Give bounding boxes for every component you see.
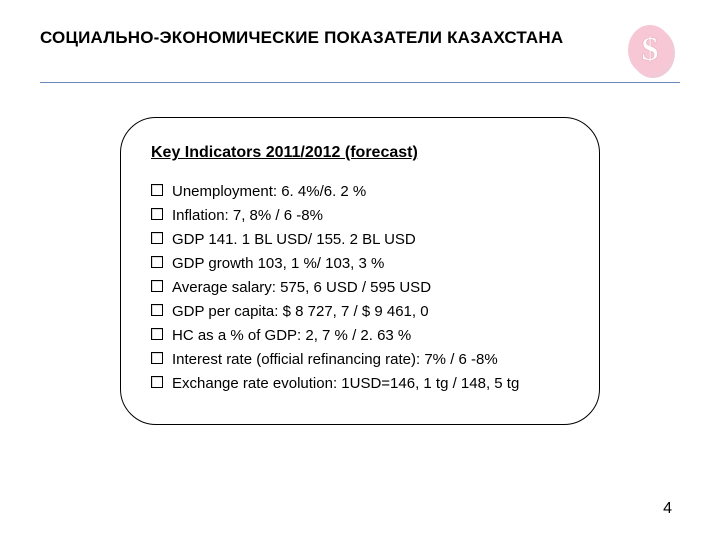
list-item-text: GDP growth 103, 1 %/ 103, 3 % [172,252,384,276]
list-item: HC as a % of GDP: 2, 7 % / 2. 63 % [151,324,575,348]
indicators-box: Key Indicators 2011/2012 (forecast) Unem… [120,117,600,425]
list-item-text: GDP 141. 1 BL USD/ 155. 2 BL USD [172,228,416,252]
square-bullet-icon [151,256,163,268]
page-number: 4 [663,500,672,518]
list-item-text: HC as a % of GDP: 2, 7 % / 2. 63 % [172,324,411,348]
header-divider [40,82,680,83]
header-row: СОЦИАЛЬНО-ЭКОНОМИЧЕСКИЕ ПОКАЗАТЕЛИ КАЗАХ… [40,20,680,82]
list-item: Inflation: 7, 8% / 6 -8% [151,204,575,228]
list-item: Unemployment: 6. 4%/6. 2 % [151,180,575,204]
square-bullet-icon [151,280,163,292]
square-bullet-icon [151,304,163,316]
square-bullet-icon [151,208,163,220]
slide-title: СОЦИАЛЬНО-ЭКОНОМИЧЕСКИЕ ПОКАЗАТЕЛИ КАЗАХ… [40,20,563,48]
square-bullet-icon [151,352,163,364]
square-bullet-icon [151,232,163,244]
list-item-text: Average salary: 575, 6 USD / 595 USD [172,276,431,300]
indicators-list: Unemployment: 6. 4%/6. 2 % Inflation: 7,… [145,180,575,396]
list-item: Interest rate (official refinancing rate… [151,348,575,372]
list-item: Average salary: 575, 6 USD / 595 USD [151,276,575,300]
indicators-heading: Key Indicators 2011/2012 (forecast) [151,144,575,162]
list-item: Exchange rate evolution: 1USD=146, 1 tg … [151,372,575,396]
list-item-text: Interest rate (official refinancing rate… [172,348,498,372]
list-item-text: Inflation: 7, 8% / 6 -8% [172,204,323,228]
list-item-text: GDP per capita: $ 8 727, 7 / $ 9 461, 0 [172,300,429,324]
list-item-text: Unemployment: 6. 4%/6. 2 % [172,180,366,204]
slide-container: СОЦИАЛЬНО-ЭКОНОМИЧЕСКИЕ ПОКАЗАТЕЛИ КАЗАХ… [0,0,720,540]
list-item-text: Exchange rate evolution: 1USD=146, 1 tg … [172,372,519,396]
square-bullet-icon [151,376,163,388]
list-item: GDP per capita: $ 8 727, 7 / $ 9 461, 0 [151,300,575,324]
list-item: GDP growth 103, 1 %/ 103, 3 % [151,252,575,276]
svg-text:$: $ [642,31,659,68]
square-bullet-icon [151,184,163,196]
square-bullet-icon [151,328,163,340]
list-item: GDP 141. 1 BL USD/ 155. 2 BL USD [151,228,575,252]
dollar-icon: $ [622,20,680,82]
